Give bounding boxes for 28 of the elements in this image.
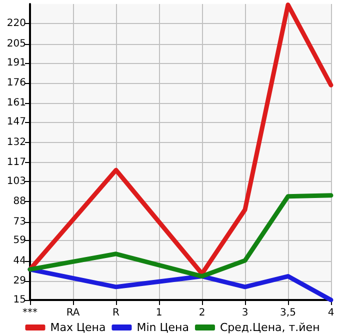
y-tick-label: 176 xyxy=(6,77,26,88)
legend-label: Max Цена xyxy=(50,321,106,334)
y-tick-label: 117 xyxy=(6,157,26,168)
x-tick-label: 3 xyxy=(242,308,248,318)
y-tick-label: 161 xyxy=(6,98,26,109)
x-tick-label: *** xyxy=(22,308,38,318)
y-tick-label: 59 xyxy=(13,235,26,246)
line-series xyxy=(28,193,334,279)
x-tick-label: R xyxy=(112,308,120,318)
line-series xyxy=(28,2,334,276)
x-tick-label: 1 xyxy=(156,308,162,318)
y-tick-label: 205 xyxy=(6,38,26,50)
y-tick-label: 132 xyxy=(6,136,26,148)
y-tick-label: 147 xyxy=(6,116,26,128)
y-tick-label: 191 xyxy=(6,57,26,68)
legend-label: Сред.Цена, т.йен xyxy=(220,321,320,334)
y-tick-label: 220 xyxy=(6,18,26,30)
y-tick-label: 44 xyxy=(13,255,26,266)
x-tick-label: 4 xyxy=(328,308,334,318)
x-tick-label: 3,5 xyxy=(280,308,296,318)
y-tick-label: 15 xyxy=(13,294,26,306)
x-tick-label: RA xyxy=(66,308,80,318)
legend-label: Min Цена xyxy=(136,321,189,334)
y-tick-label: 73 xyxy=(13,216,26,228)
y-tick-label: 29 xyxy=(13,276,26,287)
y-tick-label: 88 xyxy=(13,196,26,208)
y-tick-label: 103 xyxy=(6,176,26,187)
x-tick-label: 2 xyxy=(198,308,206,318)
